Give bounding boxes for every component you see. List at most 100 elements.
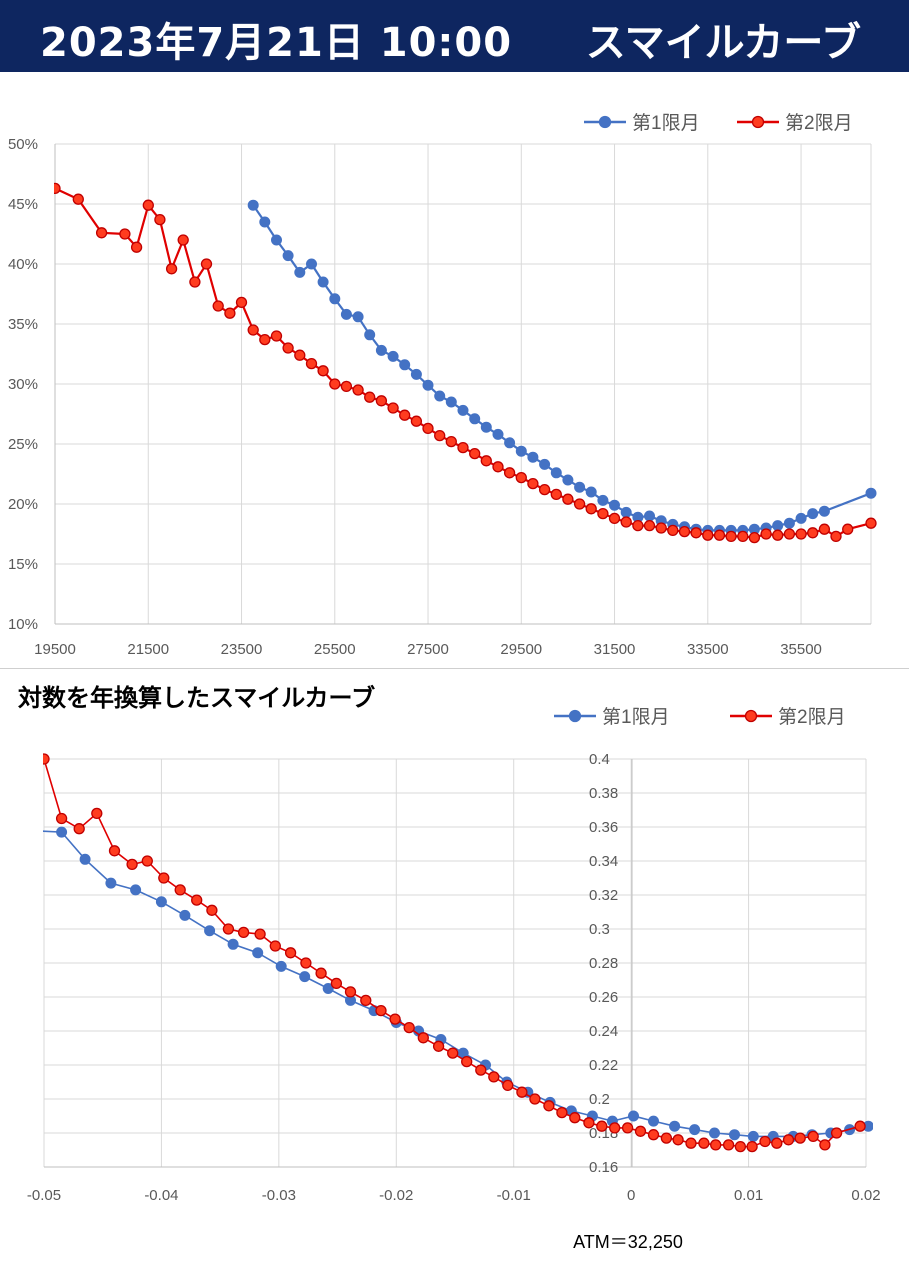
legend-marker bbox=[568, 709, 582, 723]
series-1-point bbox=[515, 445, 527, 457]
series-2-point bbox=[417, 1032, 429, 1044]
series-2-point bbox=[713, 529, 726, 541]
log-smile-panel: 対数を年換算したスマイルカーブ 0.16 0.18 0.2 0.22 0.24 0.26 0… bbox=[0, 668, 909, 1275]
y-tick-label: 20% bbox=[8, 496, 38, 513]
series-2-point bbox=[830, 530, 842, 543]
series-1-point bbox=[585, 486, 597, 498]
series-2-point bbox=[191, 894, 203, 906]
series-2-point bbox=[760, 528, 772, 540]
x-tick-label: 29500 bbox=[500, 641, 542, 658]
series-2-point bbox=[461, 1055, 473, 1068]
series-2-point bbox=[284, 947, 297, 959]
series-2-point bbox=[73, 823, 85, 835]
y-tick-label: 0.3 bbox=[589, 921, 610, 938]
legend-marker bbox=[744, 709, 758, 723]
x-tick-label: 0 bbox=[627, 1187, 635, 1204]
series-2-point bbox=[794, 1132, 806, 1144]
y-tick-label: 25% bbox=[8, 436, 38, 453]
y-tick-label: 50% bbox=[8, 136, 38, 153]
series-2-point bbox=[748, 531, 761, 544]
series-2-point bbox=[759, 1135, 771, 1148]
y-tick-label: 0.36 bbox=[589, 819, 618, 836]
series-2-point bbox=[375, 395, 388, 407]
series-2-point bbox=[569, 1112, 581, 1124]
header-title: スマイルカーブ bbox=[585, 20, 861, 66]
x-tick-label: 33500 bbox=[687, 641, 729, 658]
series-1-point bbox=[865, 487, 877, 499]
series-2-point bbox=[165, 263, 178, 275]
series-2-point bbox=[819, 1139, 831, 1151]
series-1-point bbox=[340, 308, 352, 320]
x-tick-label: -0.02 bbox=[379, 1187, 413, 1204]
x-tick-label: 27500 bbox=[407, 641, 449, 658]
x-tick-label: 0.02 bbox=[851, 1187, 880, 1204]
x-tick-label: -0.01 bbox=[497, 1187, 531, 1204]
series-2-point bbox=[344, 986, 357, 998]
series-2-point bbox=[294, 349, 306, 361]
series-1-point bbox=[609, 499, 620, 511]
series-2-point bbox=[389, 1013, 401, 1025]
series-2-point bbox=[620, 516, 632, 528]
series-2-point bbox=[375, 1004, 387, 1017]
series-2-point bbox=[771, 1137, 783, 1149]
series-2-point bbox=[270, 330, 283, 342]
series-1-point bbox=[79, 853, 91, 865]
series-2-point bbox=[469, 447, 481, 460]
series-1-point bbox=[783, 517, 795, 529]
series-1-point bbox=[539, 458, 551, 470]
series-2-point bbox=[529, 1093, 541, 1105]
chart-title: 対数を年換算したスマイルカーブ bbox=[18, 684, 376, 712]
series-2-point bbox=[142, 199, 154, 211]
series-1-point bbox=[729, 1129, 740, 1141]
series-2-point bbox=[543, 1100, 555, 1112]
x-tick-label: 0.01 bbox=[734, 1187, 763, 1204]
series-2-point bbox=[643, 519, 656, 532]
series-2-point bbox=[647, 1129, 660, 1141]
y-tick-label: 0.34 bbox=[589, 853, 618, 870]
series-2-point bbox=[457, 441, 469, 454]
series-1-point bbox=[457, 404, 469, 416]
series-1-line bbox=[252, 204, 872, 532]
series-2-point bbox=[698, 1137, 710, 1149]
series-2-point bbox=[585, 503, 597, 515]
series-2-point bbox=[360, 994, 372, 1007]
series-2-point bbox=[865, 517, 877, 529]
page-header: 2023年7月21日 10:00 スマイルカーブ bbox=[0, 0, 909, 72]
series-2-point bbox=[403, 1021, 415, 1034]
series-1-point bbox=[818, 505, 830, 517]
series-2-point bbox=[502, 1079, 514, 1092]
series-2-point bbox=[672, 1134, 684, 1146]
series-2-point bbox=[434, 429, 446, 442]
y-tick-label: 0.2 bbox=[589, 1091, 610, 1108]
series-1-point bbox=[597, 494, 609, 506]
x-tick-label: 19500 bbox=[34, 641, 76, 658]
series-2-point bbox=[596, 1120, 608, 1132]
series-2-point bbox=[725, 530, 737, 543]
series-2-point bbox=[818, 523, 831, 535]
series-2-point bbox=[475, 1064, 487, 1076]
series-1-point bbox=[747, 1130, 759, 1142]
y-tick-label: 0.24 bbox=[589, 1023, 618, 1040]
series-1-point bbox=[282, 250, 294, 262]
series-2-point bbox=[516, 1086, 528, 1098]
series-2-point bbox=[130, 241, 143, 253]
series-2-point bbox=[200, 258, 213, 270]
series-2-point bbox=[43, 753, 50, 765]
series-1-point bbox=[504, 437, 516, 449]
x-tick-label: 23500 bbox=[221, 641, 263, 658]
series-2-point bbox=[282, 342, 294, 354]
series-1-point bbox=[322, 983, 334, 994]
series-2-point bbox=[573, 498, 586, 510]
series-1-point bbox=[469, 413, 481, 425]
series-2-point bbox=[224, 307, 236, 319]
series-2-point bbox=[259, 333, 271, 346]
series-1-point bbox=[259, 216, 271, 228]
series-2-point bbox=[315, 967, 327, 979]
series-2-point bbox=[690, 527, 702, 539]
log-smile-chart: 0.160.180.20.220.240.260.280.30.320.340.… bbox=[27, 706, 881, 1252]
x-tick-label: 21500 bbox=[127, 641, 169, 658]
series-2-point bbox=[387, 402, 399, 414]
series-2-point bbox=[300, 957, 312, 969]
series-2-point bbox=[807, 527, 819, 539]
series-2-point bbox=[72, 193, 84, 205]
